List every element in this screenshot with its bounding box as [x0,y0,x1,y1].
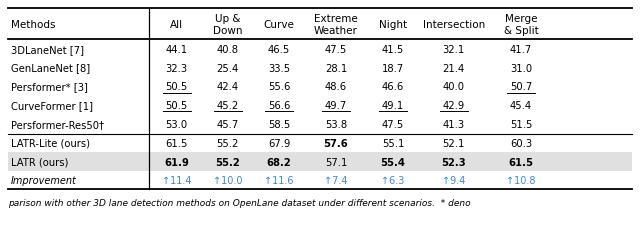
Text: ↑10.0: ↑10.0 [213,175,243,185]
Text: 60.3: 60.3 [510,138,532,148]
Text: Up &
Down: Up & Down [213,14,243,35]
Text: LATR-Lite (ours): LATR-Lite (ours) [11,138,90,148]
Text: 55.2: 55.2 [216,157,240,167]
Text: CurveFormer [1]: CurveFormer [1] [11,101,93,111]
Text: GenLaneNet [8]: GenLaneNet [8] [11,63,90,73]
Text: 40.8: 40.8 [217,44,239,55]
Text: 47.5: 47.5 [382,120,404,130]
Text: 55.2: 55.2 [217,138,239,148]
Text: 57.1: 57.1 [325,157,347,167]
Text: 57.6: 57.6 [324,138,348,148]
Text: 61.5: 61.5 [166,138,188,148]
Text: 52.3: 52.3 [442,157,466,167]
Text: 53.8: 53.8 [325,120,347,130]
Text: ↑7.4: ↑7.4 [324,175,348,185]
Text: 49.1: 49.1 [382,101,404,111]
Text: parison with other 3D lane detection methods on OpenLane dataset under different: parison with other 3D lane detection met… [8,198,470,207]
Text: 47.5: 47.5 [325,44,347,55]
Text: 45.4: 45.4 [510,101,532,111]
Text: Improvement: Improvement [11,175,77,185]
Text: ↑11.4: ↑11.4 [162,175,191,185]
Text: 28.1: 28.1 [325,63,347,73]
Text: 49.7: 49.7 [325,101,347,111]
Text: 48.6: 48.6 [325,82,347,92]
Text: 3DLaneNet [7]: 3DLaneNet [7] [11,44,84,55]
Text: 44.1: 44.1 [166,44,188,55]
Text: Extreme
Weather: Extreme Weather [314,14,358,35]
Text: 61.5: 61.5 [508,157,534,167]
Text: 55.1: 55.1 [382,138,404,148]
Text: LATR (ours): LATR (ours) [11,157,68,167]
Text: ↑11.6: ↑11.6 [264,175,294,185]
Text: 32.1: 32.1 [443,44,465,55]
Text: Intersection: Intersection [422,20,485,30]
Text: 46.5: 46.5 [268,44,290,55]
Text: Methods: Methods [11,20,56,30]
Text: 50.5: 50.5 [166,82,188,92]
Text: 31.0: 31.0 [510,63,532,73]
Text: Persformer* [3]: Persformer* [3] [11,82,88,92]
Text: 55.4: 55.4 [380,157,406,167]
Text: Merge
& Split: Merge & Split [504,14,538,35]
Text: Curve: Curve [264,20,294,30]
Text: 41.7: 41.7 [510,44,532,55]
Text: 55.6: 55.6 [268,82,290,92]
Text: 50.5: 50.5 [166,101,188,111]
Text: 46.6: 46.6 [382,82,404,92]
Text: 58.5: 58.5 [268,120,290,130]
Text: ↑9.4: ↑9.4 [442,175,465,185]
Text: Night: Night [379,20,407,30]
Text: ↑10.8: ↑10.8 [506,175,536,185]
Text: 25.4: 25.4 [217,63,239,73]
Text: Persformer-Res50†: Persformer-Res50† [11,120,104,130]
Text: 45.7: 45.7 [217,120,239,130]
Text: 45.2: 45.2 [217,101,239,111]
Text: 53.0: 53.0 [166,120,188,130]
Bar [8,153,632,172]
Text: 41.5: 41.5 [382,44,404,55]
Text: 21.4: 21.4 [443,63,465,73]
Text: 67.9: 67.9 [268,138,290,148]
Text: 33.5: 33.5 [268,63,290,73]
Text: 51.5: 51.5 [510,120,532,130]
Text: 42.9: 42.9 [443,101,465,111]
Text: 32.3: 32.3 [166,63,188,73]
Text: 52.1: 52.1 [443,138,465,148]
Text: 68.2: 68.2 [267,157,291,167]
Text: All: All [170,20,183,30]
Text: 56.6: 56.6 [268,101,290,111]
Text: 40.0: 40.0 [443,82,465,92]
Text: 41.3: 41.3 [443,120,465,130]
Text: 61.9: 61.9 [164,157,189,167]
Text: 18.7: 18.7 [382,63,404,73]
Text: ↑6.3: ↑6.3 [381,175,404,185]
Text: 42.4: 42.4 [217,82,239,92]
Text: 50.7: 50.7 [510,82,532,92]
